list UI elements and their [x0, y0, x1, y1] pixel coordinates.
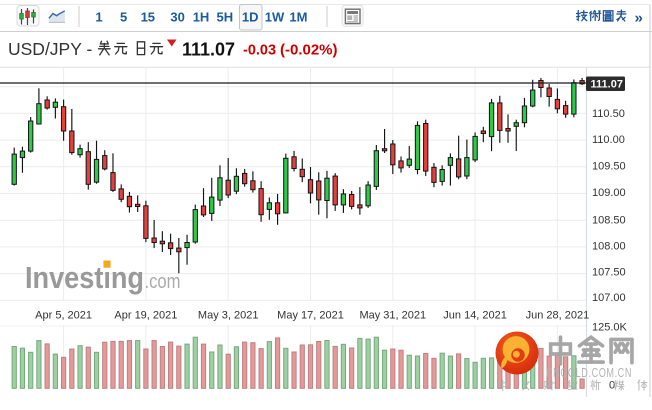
svg-text:1M: 1M	[289, 10, 307, 25]
svg-text:30: 30	[170, 10, 184, 25]
svg-text:1H: 1H	[193, 10, 210, 25]
svg-text:15: 15	[141, 10, 155, 25]
svg-text:125.0K: 125.0K	[592, 322, 628, 334]
svg-text:107.00: 107.00	[592, 292, 626, 304]
svg-text:Apr 19, 2021: Apr 19, 2021	[114, 310, 177, 322]
svg-text:1: 1	[95, 10, 102, 25]
svg-text:»: »	[635, 10, 643, 27]
svg-text:5: 5	[120, 10, 127, 25]
svg-text:5H: 5H	[216, 10, 233, 25]
svg-text:(-0.02%): (-0.02%)	[280, 42, 338, 59]
svg-text:0: 0	[609, 380, 615, 392]
svg-text:108.50: 108.50	[592, 215, 626, 227]
svg-text:1W: 1W	[265, 10, 285, 25]
svg-text:1D: 1D	[242, 10, 259, 25]
svg-text:Jun 28, 2021: Jun 28, 2021	[526, 310, 590, 322]
svg-text:Apr 5, 2021: Apr 5, 2021	[35, 310, 92, 322]
svg-text:109.50: 109.50	[592, 161, 626, 173]
svg-text:May 3, 2021: May 3, 2021	[198, 310, 259, 322]
svg-text:.com: .com	[145, 271, 181, 293]
svg-text:May 17, 2021: May 17, 2021	[277, 310, 344, 322]
svg-text:USD/JPY -: USD/JPY -	[8, 39, 92, 59]
svg-text:109.00: 109.00	[592, 187, 626, 199]
svg-text:107.50: 107.50	[592, 266, 626, 278]
svg-text:110.50: 110.50	[592, 108, 625, 120]
svg-text:111.07: 111.07	[182, 40, 235, 60]
svg-text:111.07: 111.07	[591, 79, 623, 91]
svg-text:Jun 14, 2021: Jun 14, 2021	[443, 310, 507, 322]
svg-text:CNGOLD.COM.CN: CNGOLD.COM.CN	[546, 366, 632, 380]
svg-text:110.00: 110.00	[592, 134, 625, 146]
svg-text:-0.03: -0.03	[243, 43, 276, 59]
svg-text:Investıng: Investıng	[25, 260, 144, 295]
svg-text:108.00: 108.00	[592, 241, 626, 253]
svg-text:May 31, 2021: May 31, 2021	[359, 310, 426, 322]
